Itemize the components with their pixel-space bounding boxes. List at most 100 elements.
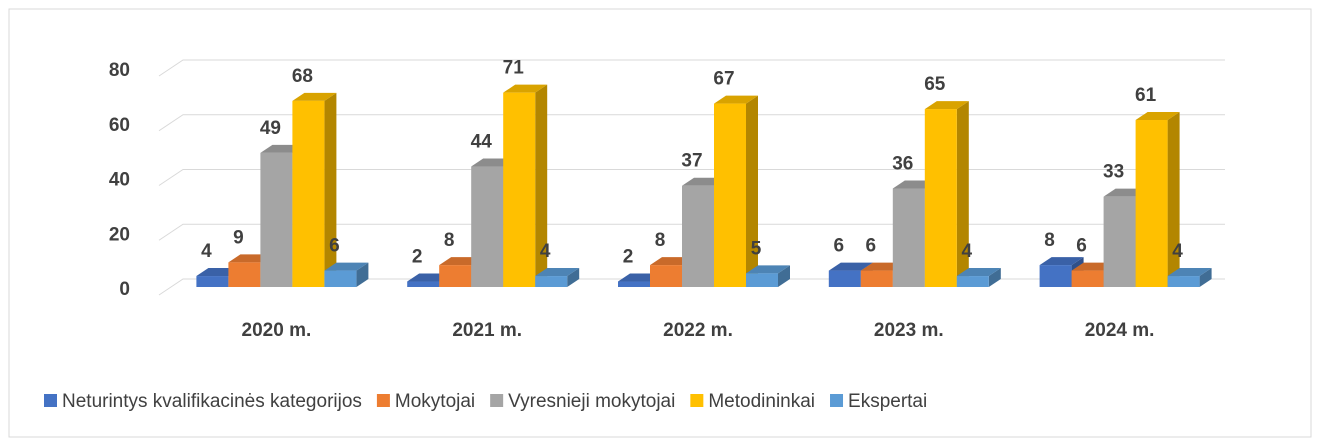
bar [503,84,548,287]
data-label: 2 [623,247,634,268]
bar-front [892,188,925,287]
y-tick-label: 0 [119,279,130,300]
data-label: 33 [1103,162,1124,183]
legend-swatch [44,394,57,407]
x-tick-label: 2024 m. [1085,320,1155,341]
bar-front [292,100,325,287]
data-label: 5 [751,238,762,259]
data-label: 8 [444,230,455,251]
bar-front [650,265,682,287]
chart-border [8,8,1312,438]
bar-top [292,92,337,101]
bar-top [535,268,580,277]
grid-line [158,223,1225,241]
bar-front [924,109,957,287]
bar-top [1039,257,1084,266]
bar-front [439,265,472,287]
legend-label: Mokytojai [395,391,475,412]
data-label: 4 [962,241,973,262]
data-label: 71 [503,58,525,79]
bar-front [407,281,440,287]
y-tick-label: 60 [109,115,130,136]
bar-front [324,270,357,287]
data-label: 6 [834,236,845,257]
bar-side [778,265,790,287]
bar [714,95,758,288]
bar [535,268,580,287]
bar-front [714,103,746,288]
data-label: 65 [924,74,946,95]
legend-swatch [830,394,844,407]
data-label: 4 [540,241,551,262]
bar [1167,268,1212,287]
data-label: 6 [329,236,340,257]
bar [956,268,1001,287]
bar-side [535,84,548,287]
bar-front [228,262,261,287]
bar-side [746,95,758,288]
bar-front [196,276,229,287]
bar-front [618,281,650,287]
bar-front [535,276,568,287]
legend-swatch [490,394,504,407]
bar-top [746,265,790,274]
data-label: 49 [260,118,281,139]
data-label: 8 [1044,230,1055,251]
x-tick-label: 2021 m. [452,320,522,341]
bar-top [924,101,969,110]
bar [292,92,337,287]
y-tick-label: 80 [109,60,130,81]
bar-top [324,262,369,271]
bar-front [1167,276,1200,287]
data-label: 67 [713,69,734,90]
data-label: 8 [655,230,666,251]
bar-front [956,276,989,287]
bar-front [1135,120,1168,287]
bar [1135,112,1180,287]
bar-front [828,270,861,287]
data-label: 4 [1172,241,1183,262]
grid-line [158,114,1225,132]
grid-line [158,59,1225,77]
bar-top [828,262,873,271]
bar-top [1167,268,1212,277]
bar-side [1167,112,1180,287]
bar-front [1039,265,1072,287]
bar-top [714,95,758,104]
bar-front [746,273,778,287]
bar [746,265,790,287]
data-label: 9 [233,227,244,248]
legend-label: Ekspertai [848,391,927,412]
data-label: 6 [1076,236,1087,257]
data-label: 2 [412,247,423,268]
bar-front [503,92,536,287]
legend-swatch [376,394,390,407]
legend-label: Metodininkai [708,391,815,412]
bar-side [1199,268,1212,287]
bar-front [860,270,893,287]
y-tick-label: 20 [109,224,130,245]
bar-front [471,166,504,287]
x-tick-label: 2022 m. [663,320,733,341]
bar-side [356,262,369,287]
bar [324,262,369,287]
x-tick-label: 2020 m. [242,320,312,341]
bar-front [1103,196,1136,287]
data-label: 61 [1135,85,1157,106]
bar-front [260,152,293,287]
data-label: 4 [201,241,212,262]
y-tick-label: 40 [109,170,130,191]
legend-swatch [690,394,704,407]
bar-side [324,92,337,287]
data-label: 36 [892,153,913,174]
x-tick-label: 2023 m. [874,320,944,341]
data-label: 37 [681,151,702,172]
bar-top [956,268,1001,277]
data-label: 68 [292,66,313,87]
bar-side [988,268,1001,287]
data-label: 6 [866,236,877,257]
bar-top [1135,112,1180,121]
bar [924,101,969,287]
bar-side [567,268,580,287]
bar-side [956,101,969,287]
